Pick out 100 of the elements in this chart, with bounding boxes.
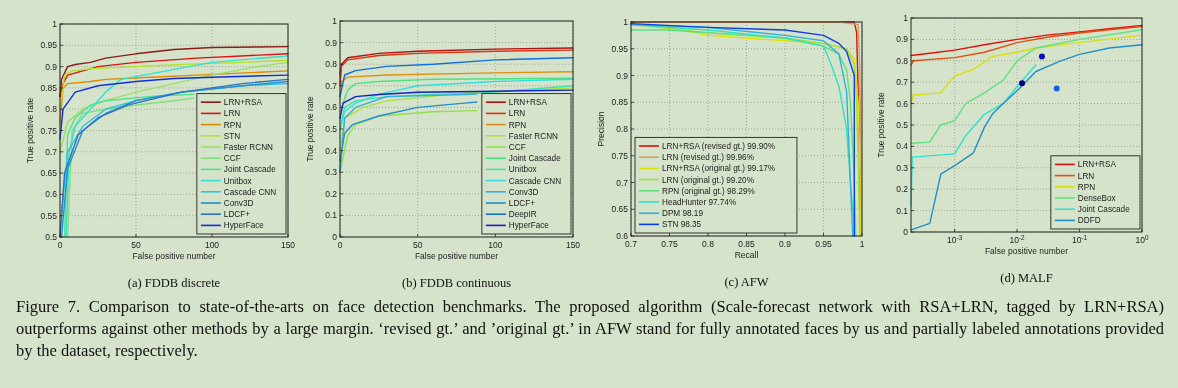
y-tick-label: 0.2 xyxy=(325,188,338,199)
y-tick-label: 0.9 xyxy=(616,70,629,81)
y-tick-label: 0.3 xyxy=(896,162,909,173)
x-tick-label: 10$^{-3}$ xyxy=(947,233,963,245)
y-tick-label: 0.5 xyxy=(896,120,909,130)
x-axis-title: False positive number xyxy=(132,251,216,261)
y-tick-label: 0.8 xyxy=(45,104,58,115)
y-tick-label: 0.9 xyxy=(896,34,909,45)
legend-label: RPN xyxy=(1077,182,1096,192)
x-axis-title: False positive number xyxy=(984,246,1069,256)
legend-label: RPN (original gt.) 98.29% xyxy=(662,186,755,196)
legend-label: STN xyxy=(223,131,241,141)
legend-label: HeadHunter 97.74% xyxy=(662,198,737,207)
legend-label: Cascade CNN xyxy=(508,176,562,186)
y-tick-label: 0.9 xyxy=(325,37,338,48)
legend-label: Unitbox xyxy=(508,165,537,175)
y-axis-title: True positive rate xyxy=(876,92,886,158)
legend-label: DenseBox xyxy=(1077,194,1116,203)
x-tick-label: 10$^{0}$ xyxy=(1135,233,1149,245)
y-tick-label: 0.7 xyxy=(45,146,58,157)
text: (c) AFW xyxy=(724,275,769,289)
y-tick-label: 0.6 xyxy=(45,189,58,200)
legend-label: Unitbox xyxy=(223,176,252,186)
x-tick-label: 0.9 xyxy=(779,239,792,249)
legend-label: LRN+RSA xyxy=(508,98,548,108)
y-tick-label: 0.85 xyxy=(40,82,58,93)
y-tick-label: 1 xyxy=(332,16,338,26)
x-axis-title: Recall xyxy=(734,250,759,260)
y-tick-label: 0.1 xyxy=(325,210,338,221)
y-tick-label: 0.5 xyxy=(45,232,58,242)
x-tick-label: 10$^{-1}$ xyxy=(1071,233,1088,245)
legend-label: LRN (revised gt.) 99.96% xyxy=(662,153,754,163)
caption: Figure 7. Comparison to state-of-the-arts on face detection benchmarks. The proposed algorithm (Scale-forecast network with RSA+LRN, tagged by LRN+RSA) outperforms against other methods by a large margin. ‘revised gt.’ and ’original gt.’ in AFW stand for fully annotated faces by us and partially labeled annotations provided by the dataset, respectively. xyxy=(16,296,1164,362)
x-tick-label: 0.8 xyxy=(702,239,715,249)
y-tick-label: 0.4 xyxy=(896,141,909,152)
legend-label: LDCF+ xyxy=(223,210,251,220)
y-tick-label: 0.6 xyxy=(325,102,338,113)
y-axis-title: True positive rate xyxy=(305,96,315,162)
legend-label: LDCF+ xyxy=(508,199,536,208)
x-tick-label: 100 xyxy=(488,240,503,250)
legend-label: Joint Cascade xyxy=(508,154,562,164)
y-tick-label: 0.85 xyxy=(611,97,629,108)
x-tick-label: 0.75 xyxy=(661,239,679,249)
legend-label: DPM 98.19 xyxy=(662,209,704,219)
y-tick-label: 0.1 xyxy=(896,205,909,216)
legend-label: LRN (original gt.) 99.20% xyxy=(662,175,754,185)
x-tick-label: 0.85 xyxy=(738,239,756,249)
legend-label: DDFD xyxy=(1077,216,1101,226)
y-tick-label: 0.8 xyxy=(325,59,338,70)
y-tick-label: 0.95 xyxy=(40,40,58,51)
legend-label: CCF xyxy=(508,143,526,152)
x-tick-label: 0.95 xyxy=(815,239,833,249)
legend-label: Joint Cascade xyxy=(1077,205,1131,215)
legend-label: Faster RCNN xyxy=(223,143,274,152)
y-tick-label: 0.9 xyxy=(45,61,58,72)
x-tick-label: 1 xyxy=(859,239,865,249)
y-tick-label: 0.6 xyxy=(616,231,629,241)
x-tick-label: 100 xyxy=(204,240,220,250)
legend-label: LRN+RSA (original gt.) 99.17% xyxy=(662,164,776,174)
legend-label: Joint Cascade xyxy=(223,165,277,175)
legend-label: LRN+RSA xyxy=(223,98,263,108)
y-tick-label: 0.2 xyxy=(896,184,909,195)
y-tick-label: 0.5 xyxy=(325,124,338,134)
y-tick-label: 0.65 xyxy=(40,168,58,179)
legend-label: LRN xyxy=(1077,171,1095,181)
x-tick-label: 50 xyxy=(131,240,141,250)
text: (d) MALF xyxy=(1000,271,1053,285)
legend-label: Cascade CNN xyxy=(223,187,277,197)
legend-label: LRN+RSA xyxy=(1077,160,1117,170)
legend-label: HyperFace xyxy=(508,221,550,231)
legend-label: DeepIR xyxy=(508,210,537,220)
legend-label: Faster RCNN xyxy=(508,131,559,141)
legend-label: RPN xyxy=(223,120,242,130)
legend-label: RPN xyxy=(508,120,527,130)
legend-label: STN 98.35 xyxy=(662,220,702,230)
x-tick-label: 0.7 xyxy=(625,239,638,249)
y-tick-label: 0.65 xyxy=(611,204,629,215)
x-tick-label: 50 xyxy=(412,240,423,250)
y-tick-label: 0.7 xyxy=(896,77,909,88)
y-tick-label: 0.8 xyxy=(896,55,909,66)
y-tick-label: 0.95 xyxy=(611,43,629,54)
text: (b) FDDB continuous xyxy=(401,276,512,290)
y-tick-label: 0.3 xyxy=(325,167,338,178)
y-tick-label: 1 xyxy=(52,19,58,29)
y-tick-label: 0.4 xyxy=(325,145,338,156)
y-tick-label: 0.8 xyxy=(616,124,629,134)
y-tick-label: 0.7 xyxy=(325,80,338,91)
y-tick-label: 1 xyxy=(623,17,629,27)
x-tick-label: 10$^{-2}$ xyxy=(1009,233,1026,245)
x-tick-label: 150 xyxy=(280,240,296,250)
x-axis-title: False positive number xyxy=(414,251,499,261)
x-tick-label: 150 xyxy=(565,240,581,250)
y-axis-title: True positive rate xyxy=(25,97,35,164)
y-tick-label: 0.7 xyxy=(616,177,629,188)
y-tick-label: 0.75 xyxy=(611,150,629,161)
y-tick-label: 0.55 xyxy=(40,210,58,221)
legend-label: HyperFace xyxy=(223,221,265,231)
legend-label: LRN+RSA (revised gt.) 99.90% xyxy=(662,142,776,151)
y-tick-label: 0.6 xyxy=(896,98,909,109)
text: (a) FDDB discrete xyxy=(127,276,221,290)
